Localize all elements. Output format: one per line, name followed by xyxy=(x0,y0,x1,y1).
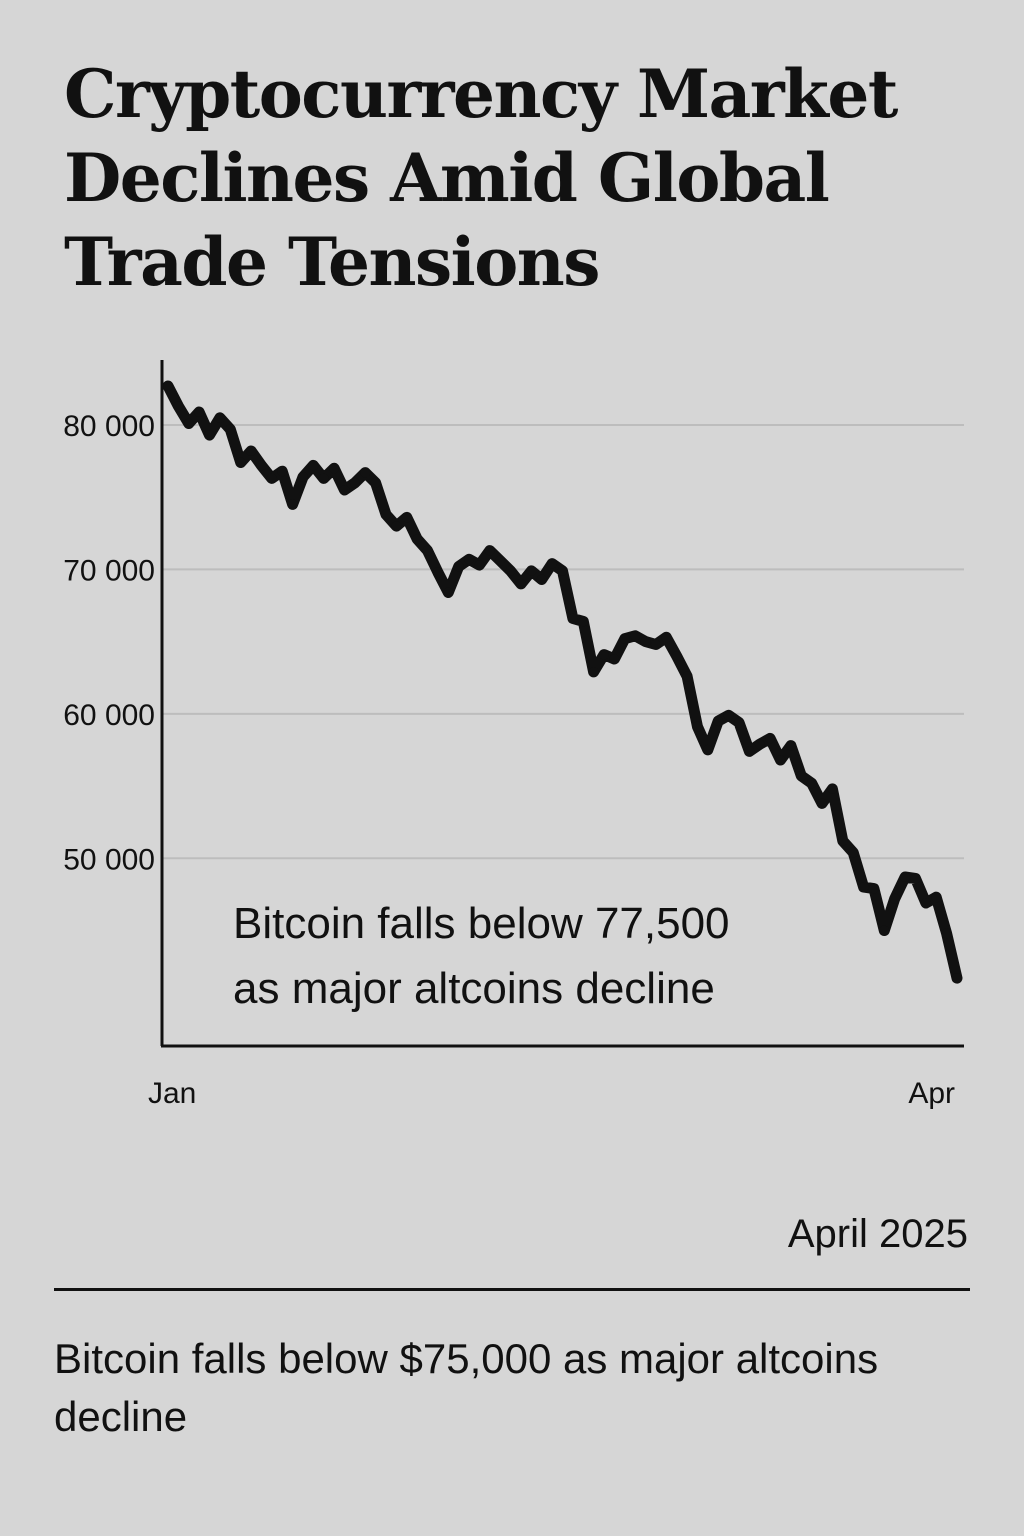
chart-annotation-line-1: Bitcoin falls below 77,500 xyxy=(233,899,730,948)
caption: Bitcoin falls below $75,000 as major alt… xyxy=(54,1335,879,1440)
price-point-16 xyxy=(329,463,340,474)
price-point-12 xyxy=(287,499,298,510)
price-point-72 xyxy=(910,873,921,884)
price-point-65 xyxy=(837,835,848,846)
price-point-63 xyxy=(817,798,827,809)
price-point-34 xyxy=(516,578,526,589)
price-point-49 xyxy=(671,651,682,662)
price-point-38 xyxy=(557,565,568,576)
price-point-28 xyxy=(453,561,464,572)
price-point-40 xyxy=(578,616,589,627)
price-point-3 xyxy=(194,407,205,417)
price-point-55 xyxy=(734,717,744,728)
price-point-29 xyxy=(464,554,475,565)
price-point-23 xyxy=(401,512,412,523)
price-point-6 xyxy=(225,424,236,435)
y-tick-labels: 80 000 70 000 60 000 50 000 xyxy=(63,410,155,876)
price-point-74 xyxy=(931,892,942,903)
bitcoin-price-line-chart: 80 000 70 000 60 000 50 000 Jan Apr Bitcoin … xyxy=(63,360,964,1110)
price-point-11 xyxy=(277,466,288,477)
price-point-67 xyxy=(858,882,869,893)
price-point-35 xyxy=(526,565,537,576)
chart-annotation-line-2: as major altcoins decline xyxy=(233,964,715,1013)
price-point-15 xyxy=(318,473,329,484)
price-point-48 xyxy=(661,632,672,643)
price-point-45 xyxy=(630,630,641,641)
price-point-47 xyxy=(650,639,661,650)
price-point-53 xyxy=(713,716,724,727)
price-point-75 xyxy=(941,928,952,939)
y-tick-label: 70 000 xyxy=(63,554,155,587)
price-point-1 xyxy=(173,401,184,412)
price-point-32 xyxy=(495,555,506,566)
y-tick-label: 80 000 xyxy=(63,410,155,443)
price-point-5 xyxy=(214,412,225,423)
price-point-0 xyxy=(163,381,173,391)
price-point-2 xyxy=(183,418,194,429)
headline: Cryptocurrency Market Declines Amid Glob… xyxy=(64,55,898,301)
price-point-56 xyxy=(744,746,755,757)
price-point-61 xyxy=(796,770,807,781)
price-point-59 xyxy=(775,755,786,765)
price-point-42 xyxy=(599,649,609,660)
y-tick-label: 60 000 xyxy=(63,699,155,732)
price-point-13 xyxy=(298,472,308,482)
price-point-24 xyxy=(412,534,423,545)
price-point-60 xyxy=(785,740,796,751)
price-point-69 xyxy=(879,925,890,936)
price-point-8 xyxy=(246,446,257,456)
price-point-27 xyxy=(443,587,454,598)
price-point-22 xyxy=(391,521,402,532)
price-point-66 xyxy=(848,847,859,858)
x-tick-labels: Jan Apr xyxy=(148,1077,955,1110)
price-point-46 xyxy=(640,636,651,647)
price-points xyxy=(163,381,962,984)
y-tick-label: 50 000 xyxy=(63,843,155,876)
price-point-76 xyxy=(952,973,962,984)
price-point-26 xyxy=(432,567,443,578)
x-tick-label: Apr xyxy=(908,1077,955,1110)
price-point-68 xyxy=(868,883,879,894)
price-point-54 xyxy=(723,710,734,721)
dateline: April 2025 xyxy=(787,1212,968,1256)
price-point-9 xyxy=(256,460,267,471)
bitcoin-price-line xyxy=(162,380,963,984)
price-point-51 xyxy=(692,721,703,732)
price-point-70 xyxy=(889,893,900,904)
price-point-18 xyxy=(349,477,360,488)
price-point-52 xyxy=(702,744,713,755)
price-point-7 xyxy=(235,457,246,468)
price-point-30 xyxy=(474,560,485,571)
price-point-4 xyxy=(204,430,215,441)
gridlines xyxy=(162,423,964,860)
x-tick-label: Jan xyxy=(148,1077,196,1110)
price-point-43 xyxy=(609,654,620,664)
price-point-31 xyxy=(484,545,495,556)
price-point-71 xyxy=(900,872,911,882)
price-point-19 xyxy=(360,467,371,478)
price-point-50 xyxy=(682,671,693,682)
price-point-17 xyxy=(339,485,350,495)
price-point-39 xyxy=(567,613,578,624)
price-point-58 xyxy=(765,733,776,744)
price-point-57 xyxy=(754,739,765,750)
price-point-73 xyxy=(920,898,931,908)
price-point-37 xyxy=(547,558,558,569)
price-point-41 xyxy=(588,666,599,677)
price-point-21 xyxy=(381,509,391,520)
price-point-62 xyxy=(806,778,817,789)
price-point-14 xyxy=(308,460,319,471)
price-point-33 xyxy=(505,565,516,576)
price-point-10 xyxy=(266,473,277,484)
price-point-20 xyxy=(370,477,381,488)
price-point-64 xyxy=(827,783,838,794)
price-point-44 xyxy=(619,633,630,644)
divider xyxy=(54,1288,970,1291)
price-point-36 xyxy=(536,574,547,585)
price-point-25 xyxy=(422,545,433,556)
